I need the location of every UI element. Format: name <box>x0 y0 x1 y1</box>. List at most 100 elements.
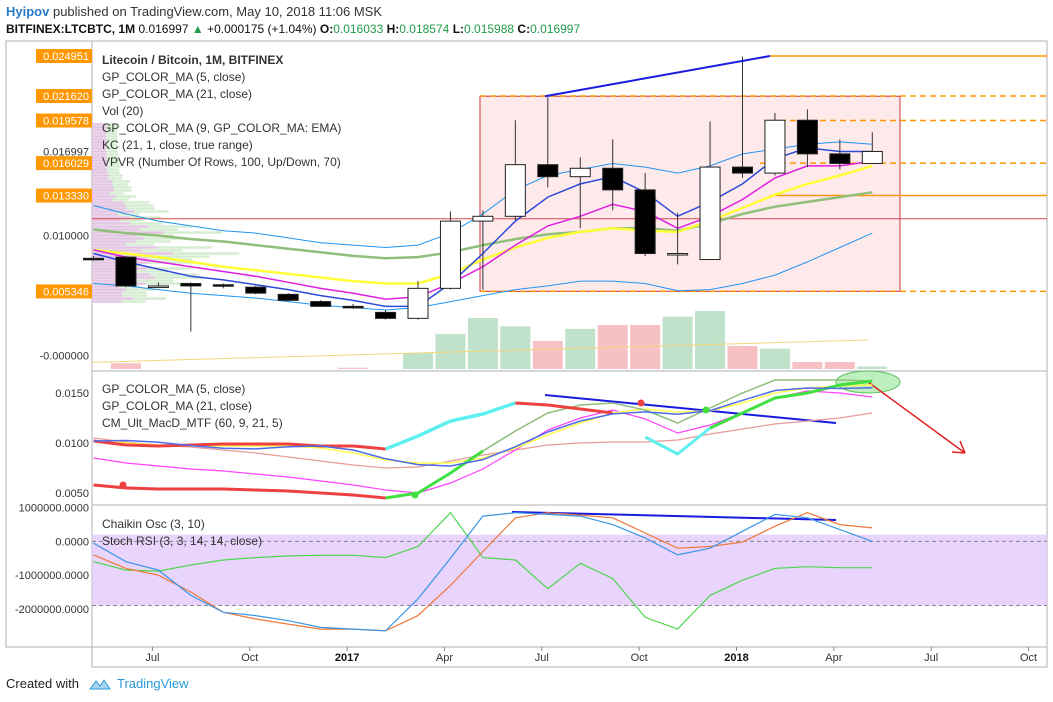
volume-bar <box>727 346 758 369</box>
symbol-label: BITFINEX:LTCBTC, 1M <box>6 22 136 36</box>
vpvr-down-bar <box>92 222 131 225</box>
candle-body <box>829 153 851 164</box>
vpvr-down-bar <box>92 189 114 192</box>
time-axis-label: Apr <box>825 652 842 664</box>
high-value: 0.018574 <box>399 22 450 36</box>
time-axis-label: 2017 <box>335 652 359 664</box>
vpvr-down-bar <box>92 237 144 240</box>
price-axis[interactable]: 0.024951 0.021620 0.019578 0.0169970.016029… <box>15 48 92 616</box>
macd-green-segment <box>385 449 484 500</box>
vpvr-down-bar <box>92 180 113 183</box>
candle-body <box>115 256 137 287</box>
price-tag-label: 0.016029 <box>43 158 89 170</box>
candle-body <box>472 215 494 222</box>
candle-body <box>245 286 267 294</box>
volume-bars <box>110 311 888 369</box>
vpvr-down-bar <box>92 279 137 282</box>
time-axis-label: Jul <box>145 652 159 664</box>
macd-legend: GP_COLOR_MA (5, close) GP_COLOR_MA (21, … <box>102 382 283 430</box>
macd-red-segment <box>93 483 386 500</box>
price-tag <box>36 284 92 299</box>
price-tag <box>36 156 92 171</box>
volume-ma-line <box>91 339 869 363</box>
vpvr-down-bar <box>92 291 123 294</box>
chaikin-axis-label: -1000000.0000 <box>15 570 89 582</box>
macd-axis-label: 0.0150 <box>55 388 89 400</box>
macd-axis-label: 0.0050 <box>55 488 89 500</box>
volume-bar <box>857 366 888 369</box>
candle-body <box>634 189 656 255</box>
last-price: 0.016997 <box>138 22 189 36</box>
chaikin-legend: Chaikin Osc (3, 10) Stoch RSI (3, 3, 14,… <box>102 517 262 548</box>
price-tag-label: 0.024951 <box>43 51 89 63</box>
vpvr-down-bar <box>92 147 106 150</box>
time-axis[interactable]: Jul Oct 2017 Apr Jul Oct 2018 Apr Jul Oct <box>145 647 1037 664</box>
vpvr-down-bar <box>92 201 124 204</box>
stoch-k-line <box>93 511 873 630</box>
candlesticks[interactable] <box>83 56 883 332</box>
vpvr-down-bar <box>92 207 127 210</box>
vpvr-down-bar <box>92 135 106 138</box>
time-axis-frame <box>91 646 1048 668</box>
legend-macd-ma21: GP_COLOR_MA (21, close) <box>102 399 252 413</box>
keltner-lower-line <box>93 232 873 311</box>
time-axis-label: Oct <box>241 652 258 664</box>
price-tag <box>36 113 92 128</box>
vpvr-down-bar <box>92 150 107 153</box>
time-axis-label: Apr <box>436 652 453 664</box>
candle-body <box>83 257 104 261</box>
candle-body <box>732 166 753 174</box>
main-legend: Litecoin / Bitcoin, 1M, BITFINEX GP_COLO… <box>102 53 341 169</box>
candle-body <box>439 220 461 289</box>
vpvr-down-bar <box>92 138 106 141</box>
candle-body <box>375 311 397 319</box>
price-tag <box>36 48 92 63</box>
vpvr-down-bar <box>92 240 136 243</box>
legend-ema9: GP_COLOR_MA (9, GP_COLOR_MA: EMA) <box>102 121 341 135</box>
time-axis-label: Jul <box>535 652 549 664</box>
vpvr-down-bar <box>92 288 127 291</box>
trendline-macd <box>544 394 837 424</box>
tradingview-logo-icon <box>88 678 111 689</box>
volume-bar <box>759 348 790 369</box>
legend-macd-ma5: GP_COLOR_MA (5, close) <box>102 382 245 396</box>
author-name[interactable]: Hyipov <box>6 4 50 19</box>
cross-dot-green <box>411 491 419 499</box>
trendline-chaikin <box>511 511 837 521</box>
tradingview-link[interactable]: TradingView <box>116 676 189 691</box>
published-text: published on TradingView.com, May 10, 20… <box>52 4 383 19</box>
open-value: 0.016033 <box>333 22 384 36</box>
created-with-text: Created with <box>6 676 79 691</box>
vpvr-down-bar <box>92 228 140 231</box>
up-triangle-icon: ▲ <box>191 22 204 36</box>
vpvr-down-bar <box>92 246 158 249</box>
low-label: L: <box>452 22 465 36</box>
legend-ma21: GP_COLOR_MA (21, close) <box>102 87 252 101</box>
price-tag-label: 0.005346 <box>43 286 89 298</box>
vpvr-down-bar <box>92 129 106 132</box>
footer: Created with TradingView <box>6 676 189 691</box>
volume-bar <box>792 361 823 369</box>
legend-kc: KC (21, 1, close, true range) <box>102 138 253 152</box>
pink-range-box <box>479 95 901 292</box>
time-axis-label: Jul <box>924 652 938 664</box>
chaikin-axis-label: -2000000.0000 <box>15 604 89 616</box>
candle-body <box>861 150 883 164</box>
vpvr-down-bar <box>92 123 106 126</box>
vpvr-down-bar <box>92 177 109 180</box>
vpvr-down-bar <box>92 183 112 186</box>
vpvr-down-bar <box>92 192 110 195</box>
cross-dot-red-2 <box>637 399 645 407</box>
vpvr-down-bar <box>92 294 123 297</box>
vpvr-down-bar <box>92 210 135 213</box>
close-label: C: <box>517 22 531 36</box>
candle-body <box>342 305 364 309</box>
price-change: +0.000175 (+1.04%) <box>207 22 317 36</box>
close-value: 0.016997 <box>530 22 581 36</box>
candle-body <box>667 253 689 256</box>
header-ohlc-line: BITFINEX:LTCBTC, 1M 0.016997 ▲ +0.000175… <box>6 22 580 36</box>
macd-signal-line <box>93 384 873 464</box>
price-tag-label: 0.021620 <box>43 91 89 103</box>
price-tag <box>36 188 92 203</box>
